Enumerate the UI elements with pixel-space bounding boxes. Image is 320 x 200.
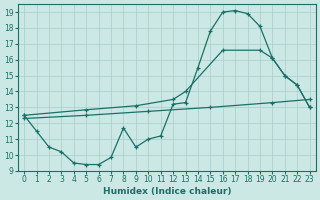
X-axis label: Humidex (Indice chaleur): Humidex (Indice chaleur): [103, 187, 231, 196]
